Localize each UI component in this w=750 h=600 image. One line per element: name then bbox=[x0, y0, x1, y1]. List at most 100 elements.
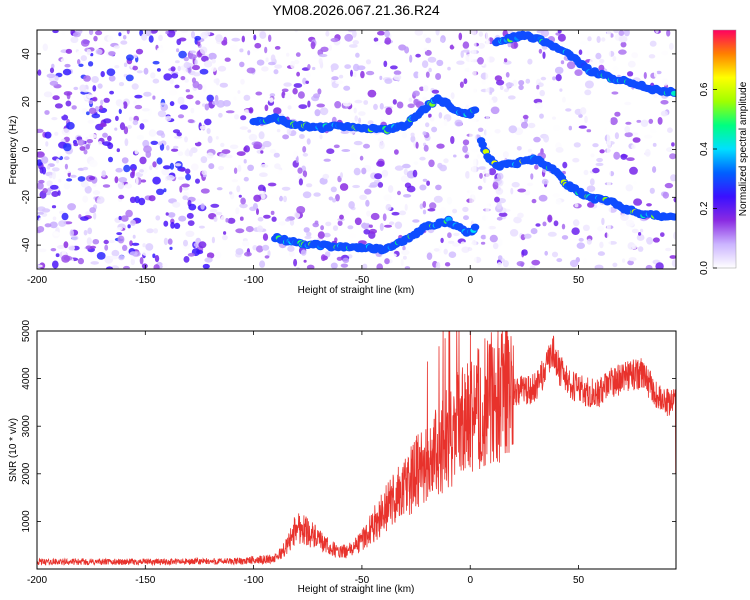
spectrogram-cell bbox=[165, 212, 169, 216]
spectrogram-cell bbox=[274, 46, 281, 50]
spectrogram-cell bbox=[320, 46, 329, 52]
svg-text:-150: -150 bbox=[135, 575, 155, 586]
spectrogram-cell bbox=[310, 41, 316, 50]
spectrogram-cell bbox=[182, 186, 189, 191]
spectrogram-cell bbox=[597, 226, 604, 232]
spectrogram-cell bbox=[509, 229, 519, 237]
spectrogram-cell bbox=[44, 223, 52, 228]
x-tick: 50 bbox=[573, 30, 585, 286]
spectrogram-cell bbox=[412, 90, 420, 97]
spectrogram-cell bbox=[618, 49, 627, 55]
spectrogram-cell bbox=[433, 195, 443, 203]
spectrogram-cell bbox=[365, 199, 370, 207]
trace-point bbox=[470, 106, 480, 114]
spectrogram-cell bbox=[364, 188, 372, 195]
spectrogram-cell bbox=[578, 49, 583, 55]
spectrogram-cell bbox=[166, 30, 176, 38]
spectrogram-cell bbox=[462, 41, 470, 49]
spectrogram-cell bbox=[223, 36, 228, 45]
spectrogram-cell bbox=[134, 104, 143, 110]
spectrogram-gap bbox=[469, 30, 474, 269]
spectrogram-cell bbox=[510, 187, 514, 195]
spectrogram-cell bbox=[51, 205, 57, 209]
spectrogram-cell bbox=[192, 136, 200, 143]
spectrogram-cell bbox=[648, 54, 656, 59]
spectrogram-cell bbox=[284, 92, 292, 101]
spectrogram-cell bbox=[552, 76, 556, 81]
spectrogram-cell bbox=[366, 210, 371, 217]
spectrogram-cell bbox=[97, 83, 103, 89]
spectrogram-cell bbox=[643, 72, 647, 79]
spectrogram-cell bbox=[522, 114, 529, 120]
spectrogram-cell bbox=[293, 150, 298, 158]
spectrogram-cell bbox=[303, 259, 307, 263]
spectrogram-cell bbox=[632, 137, 641, 143]
spectrogram-cell bbox=[177, 176, 185, 180]
svg-text:-100: -100 bbox=[244, 275, 264, 286]
spectrogram-cell bbox=[477, 42, 485, 49]
spectrogram-cell bbox=[410, 135, 416, 143]
snr-y-ticks: 1000 2000 3000 4000 5000 bbox=[21, 319, 676, 533]
spectrogram-cell bbox=[77, 139, 85, 146]
spectrogram-cell bbox=[584, 115, 588, 124]
spectrogram-cell bbox=[108, 156, 113, 163]
spectrogram-cell bbox=[633, 198, 643, 206]
spectrogram-cell bbox=[579, 41, 588, 45]
spectrogram-cell bbox=[487, 225, 496, 230]
spectrogram-cell bbox=[277, 169, 283, 175]
spectrogram-cell bbox=[181, 183, 190, 188]
spectrogram-cell bbox=[479, 172, 483, 179]
spectrogram-cell bbox=[66, 178, 73, 182]
spectrogram-cell bbox=[547, 214, 553, 223]
spectrogram-cell bbox=[79, 146, 86, 151]
spectrogram-cell bbox=[599, 149, 605, 154]
spectrogram-cell bbox=[625, 184, 634, 192]
spectrogram-cell bbox=[167, 238, 173, 245]
spectrogram-cell bbox=[492, 181, 499, 189]
spectrogram-cell bbox=[547, 231, 557, 237]
spectrogram-cell bbox=[328, 44, 332, 51]
spectrogram-cell bbox=[298, 104, 308, 109]
spectrogram-cell bbox=[601, 37, 606, 42]
spectrogram-cell bbox=[368, 184, 378, 188]
spectrogram-cell bbox=[297, 167, 303, 174]
spectrogram-cell bbox=[422, 201, 427, 208]
spectrogram-cell bbox=[95, 48, 103, 55]
spectrogram-cell bbox=[508, 125, 518, 134]
spectrogram-cell bbox=[462, 145, 468, 153]
spectrogram-cell bbox=[243, 146, 248, 152]
svg-text:-150: -150 bbox=[135, 275, 155, 286]
spectrogram-cell bbox=[317, 231, 325, 239]
spectrogram-cell bbox=[627, 60, 636, 68]
spectrogram-cell bbox=[544, 250, 548, 256]
spectrogram-cell bbox=[597, 251, 606, 256]
spectrogram-cell bbox=[428, 159, 435, 168]
spectrogram-cell bbox=[183, 256, 190, 263]
spectrogram-cell bbox=[648, 118, 654, 124]
spectrogram-cell bbox=[184, 78, 189, 83]
y-tick: -20 bbox=[21, 190, 676, 205]
spectrogram-cell bbox=[367, 89, 377, 98]
spectrogram-cell bbox=[435, 30, 440, 36]
spectrogram-cell bbox=[569, 259, 579, 268]
spectrogram-cell bbox=[595, 52, 602, 60]
x-tick: -100 bbox=[244, 331, 264, 586]
spectrogram-cell bbox=[503, 58, 508, 63]
spectrogram-cell bbox=[63, 143, 72, 152]
spectrogram-cell bbox=[264, 208, 271, 212]
spectrogram-cell bbox=[92, 96, 98, 102]
spectrogram-cell bbox=[516, 146, 522, 151]
spectrogram-cell bbox=[38, 179, 45, 184]
spectrogram-cell bbox=[398, 210, 407, 216]
spectrogram-cell bbox=[394, 165, 404, 171]
spectrogram-cell bbox=[286, 128, 292, 135]
spectrogram-cell bbox=[361, 222, 371, 230]
spectrogram-cell bbox=[77, 176, 86, 182]
svg-text:50: 50 bbox=[573, 275, 585, 286]
spectrogram-cell bbox=[43, 91, 53, 98]
spectrogram-cell bbox=[360, 70, 365, 79]
spectrogram-cell bbox=[243, 94, 251, 101]
spectrogram-cell bbox=[335, 80, 344, 85]
spectrogram-cell bbox=[384, 224, 392, 228]
spectrogram-cell bbox=[55, 158, 60, 164]
